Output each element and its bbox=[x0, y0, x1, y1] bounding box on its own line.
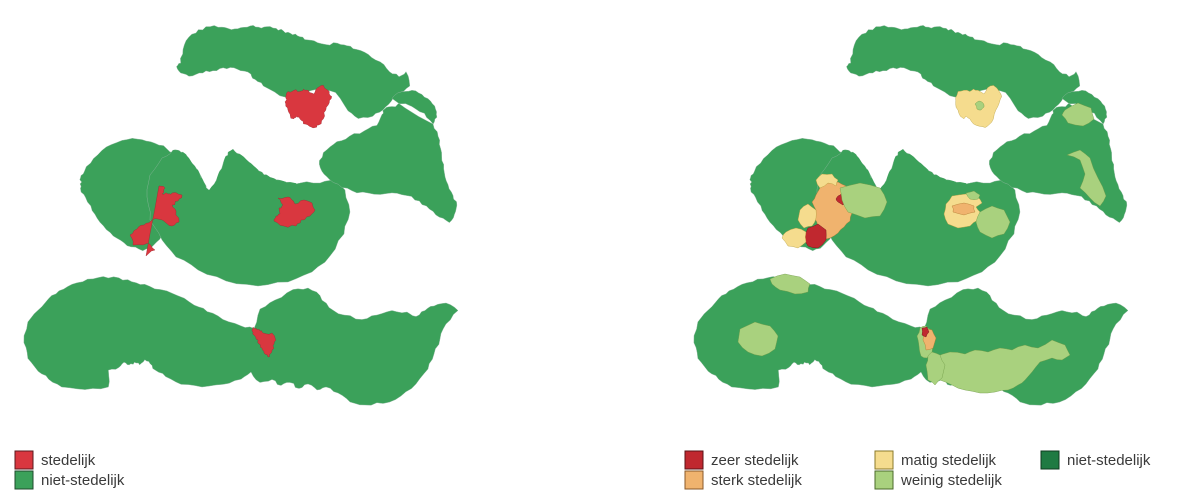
svg-text:zeer stedelijk: zeer stedelijk bbox=[711, 452, 799, 469]
svg-text:matig stedelijk: matig stedelijk bbox=[901, 452, 997, 469]
svg-text:stedelijk: stedelijk bbox=[41, 452, 96, 469]
svg-text:niet-stedelijk: niet-stedelijk bbox=[41, 472, 125, 489]
svg-text:sterk stedelijk: sterk stedelijk bbox=[711, 472, 802, 489]
svg-text:weinig stedelijk: weinig stedelijk bbox=[900, 472, 1002, 489]
svg-text:niet-stedelijk: niet-stedelijk bbox=[1067, 452, 1151, 469]
